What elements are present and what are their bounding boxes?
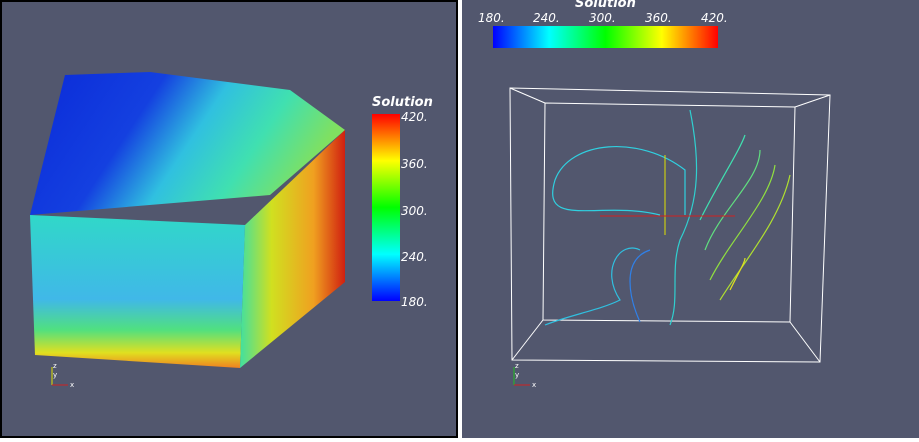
colorbar-title: Solution <box>575 0 636 11</box>
colorbar <box>372 114 400 301</box>
axis-label: x <box>532 381 536 389</box>
axis-label: x <box>70 381 74 389</box>
axis-label: y <box>515 371 519 379</box>
colorbar-label: 240. <box>401 250 428 264</box>
left-view: Solution 420. 360. 300. 240. 180. z y x <box>1 1 457 437</box>
viewer: Solution 420. 360. 300. 240. 180. z y x <box>0 0 919 438</box>
colorbar-label: 360. <box>645 11 672 25</box>
right-view: Solution 180. 240. 300. 360. 420. z y x <box>462 0 919 438</box>
colorbar-label: 360. <box>401 157 428 171</box>
colorbar-title: Solution <box>372 95 433 110</box>
viewport <box>462 0 919 438</box>
axis-label: z <box>515 362 519 370</box>
axis-label: z <box>53 362 57 370</box>
colorbar-label: 180. <box>478 11 505 25</box>
colorbar-label: 180. <box>401 295 428 309</box>
colorbar-label: 240. <box>533 11 560 25</box>
colorbar-label: 420. <box>701 11 728 25</box>
cube-front <box>30 215 245 368</box>
colorbar-label: 300. <box>589 11 616 25</box>
colorbar-label: 420. <box>401 110 428 124</box>
colorbar-label: 300. <box>401 204 428 218</box>
axis-label: y <box>53 371 57 379</box>
colorbar <box>493 26 718 48</box>
